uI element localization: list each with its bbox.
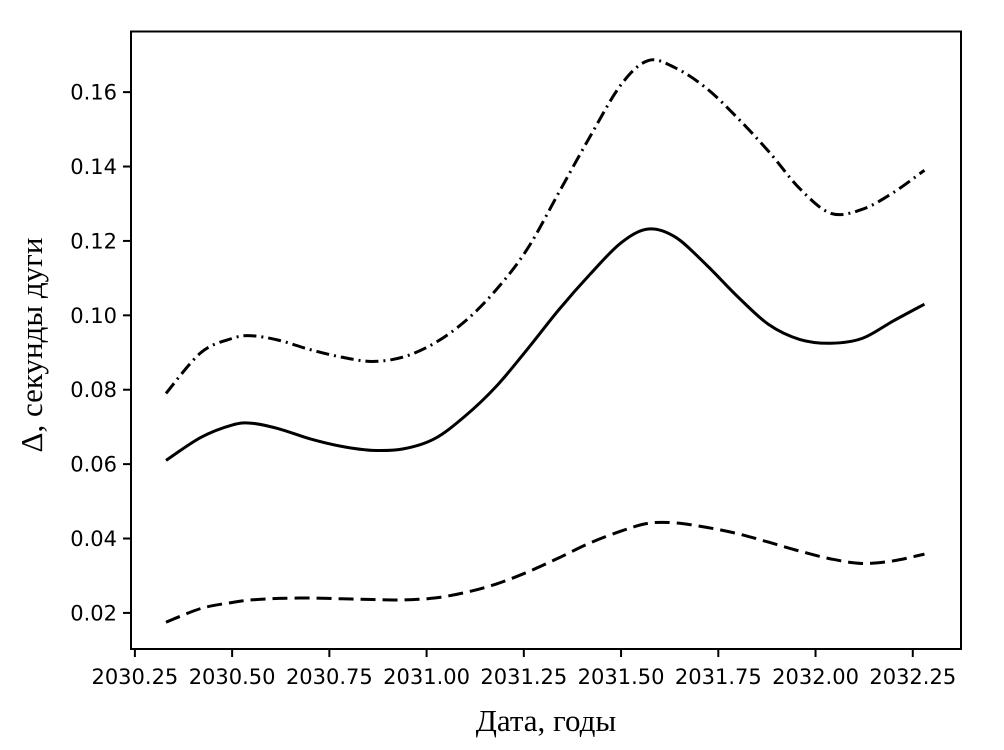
y-tick-label: 0.16 [70, 81, 117, 105]
x-tick-label: 2030.25 [91, 665, 178, 689]
x-tick-label: 2032.25 [869, 665, 956, 689]
x-axis-label: Дата, годы [475, 703, 617, 738]
y-tick-label: 0.10 [70, 304, 117, 328]
x-tick-label: 2030.50 [189, 665, 276, 689]
y-tick-label: 0.12 [70, 229, 117, 253]
y-tick-label: 0.08 [70, 378, 117, 402]
y-axis-label: Δ, секунды дуги [14, 237, 49, 453]
x-tick-label: 2031.75 [675, 665, 762, 689]
y-tick-label: 0.14 [70, 155, 117, 179]
y-tick-label: 0.06 [70, 453, 117, 477]
curve-middle-solid [165, 227, 926, 462]
curve-lower-dashed [165, 520, 925, 624]
x-tick-label: 2031.25 [480, 665, 567, 689]
y-tick-label: 0.02 [70, 601, 117, 625]
x-tick-label: 2031.00 [383, 665, 470, 689]
plot-frame [130, 30, 962, 650]
x-tick-label: 2030.75 [286, 665, 373, 689]
curve-upper-dashdot [164, 58, 926, 395]
x-tick-label: 2031.50 [578, 665, 665, 689]
y-tick-label: 0.04 [70, 527, 117, 551]
x-tick-label: 2032.00 [772, 665, 859, 689]
